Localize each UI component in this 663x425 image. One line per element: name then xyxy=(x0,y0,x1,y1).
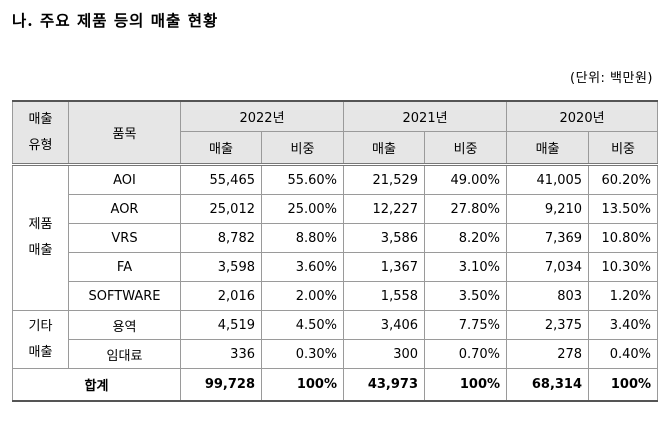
ratio-cell: 7.75% xyxy=(424,310,508,340)
group-label-line: 기타 xyxy=(28,318,53,334)
sales-cell: 3,598 xyxy=(180,252,262,282)
unit-note: (단위: 백만원) xyxy=(570,71,653,86)
ratio-cell: 0.30% xyxy=(260,339,345,369)
header-type-line2: 유형 xyxy=(28,137,53,153)
item-name: VRS xyxy=(68,223,181,253)
table-row: SOFTWARE 2,016 2.00% 1,558 3.50% 803 1.20% xyxy=(13,281,659,311)
ratio-cell: 10.80% xyxy=(588,223,659,253)
item-name: FA xyxy=(68,252,181,282)
sales-cell: 300 xyxy=(343,339,426,369)
table-row: FA 3,598 3.60% 1,367 3.10% 7,034 10.30% xyxy=(13,252,659,282)
header-row-metrics: 매출 비중 매출 비중 매출 비중 xyxy=(13,131,659,165)
ratio-cell: 0.40% xyxy=(588,339,659,369)
header-type-line1: 매출 xyxy=(28,111,53,127)
sales-cell: 8,782 xyxy=(180,223,262,253)
section-title: 나. 주요 제품 등의 매출 현황 xyxy=(12,11,219,30)
ratio-cell: 0.70% xyxy=(424,339,508,369)
ratio-cell: 3.10% xyxy=(424,252,508,282)
sales-cell: 41,005 xyxy=(506,163,590,195)
total-row: 합계 99,728 100% 43,973 100% 68,314 100% xyxy=(12,368,659,402)
ratio-cell: 3.40% xyxy=(588,310,659,340)
sales-cell: 21,529 xyxy=(343,163,426,195)
ratio-cell: 8.80% xyxy=(260,223,345,253)
header-year-2020: 2020년 xyxy=(506,100,659,132)
sales-cell: 1,558 xyxy=(343,281,426,311)
table-row: VRS 8,782 8.80% 3,586 8.20% 7,369 10.80% xyxy=(13,223,659,253)
ratio-cell: 1.20% xyxy=(588,281,659,311)
header-ratio: 비중 xyxy=(260,131,345,165)
total-sales-cell: 99,728 xyxy=(180,368,262,402)
table-row: AOR 25,012 25.00% 12,227 27.80% 9,210 13.50% xyxy=(13,194,659,224)
total-label: 합계 xyxy=(12,368,181,402)
item-name: AOR xyxy=(68,194,181,224)
ratio-cell: 13.50% xyxy=(588,194,659,224)
ratio-cell: 27.80% xyxy=(424,194,508,224)
sales-cell: 1,367 xyxy=(343,252,426,282)
total-sales-cell: 43,973 xyxy=(343,368,426,402)
sales-cell: 9,210 xyxy=(506,194,590,224)
ratio-cell: 2.00% xyxy=(260,281,345,311)
sales-cell: 4,519 xyxy=(180,310,262,340)
total-ratio-cell: 100% xyxy=(588,368,659,402)
header-sales: 매출 xyxy=(343,131,426,165)
ratio-cell: 55.60% xyxy=(260,163,345,195)
table-row: 기타 매출 용역 4,519 4.50% 3,406 7.75% 2,375 3.40% xyxy=(12,310,659,369)
total-ratio-cell: 100% xyxy=(424,368,508,402)
ratio-cell: 3.60% xyxy=(260,252,345,282)
item-name: 임대료 xyxy=(68,339,181,369)
ratio-cell: 10.30% xyxy=(588,252,659,282)
total-sales-cell: 68,314 xyxy=(506,368,590,402)
ratio-cell: 3.50% xyxy=(424,281,508,311)
header-ratio: 비중 xyxy=(588,131,659,165)
ratio-cell: 60.20% xyxy=(588,163,659,195)
header-item: 품목 xyxy=(68,100,181,165)
sales-cell: 2,016 xyxy=(180,281,262,311)
sales-cell: 25,012 xyxy=(180,194,262,224)
ratio-cell: 49.00% xyxy=(424,163,508,195)
sales-cell: 55,465 xyxy=(180,163,262,195)
sales-cell: 7,034 xyxy=(506,252,590,282)
item-name: SOFTWARE xyxy=(68,281,181,311)
header-ratio: 비중 xyxy=(424,131,508,165)
sales-cell: 2,375 xyxy=(506,310,590,340)
sales-cell: 278 xyxy=(506,339,590,369)
item-name: 용역 xyxy=(68,310,181,340)
header-year-2022: 2022년 xyxy=(179,100,345,132)
total-ratio-cell: 100% xyxy=(260,368,345,402)
header-sales: 매출 xyxy=(506,131,590,165)
sales-cell: 3,586 xyxy=(343,223,426,253)
header-year-2021: 2021년 xyxy=(343,100,508,132)
ratio-cell: 4.50% xyxy=(260,310,345,340)
header-type: 매출 유형 xyxy=(12,100,69,165)
sales-cell: 336 xyxy=(180,339,262,369)
table-row: 임대료 336 0.30% 300 0.70% 278 0.40% xyxy=(13,339,659,369)
item-name: AOI xyxy=(68,163,181,195)
sales-cell: 3,406 xyxy=(343,310,426,340)
sales-cell: 7,369 xyxy=(506,223,590,253)
sales-table: 매출 유형 품목 2022년 2021년 2020년 매출 비중 매출 비중 매… xyxy=(12,100,659,402)
ratio-cell: 8.20% xyxy=(424,223,508,253)
group-label-line: 매출 xyxy=(28,344,53,360)
sales-cell: 12,227 xyxy=(343,194,426,224)
group-label-line: 매출 xyxy=(28,243,53,258)
sales-cell: 803 xyxy=(506,281,590,311)
table-row: 제품 매출 AOI 55,465 55.60% 21,529 49.00% 41,005 60.… xyxy=(12,163,659,311)
group-label-line: 제품 xyxy=(28,217,53,232)
ratio-cell: 25.00% xyxy=(260,194,345,224)
header-sales: 매출 xyxy=(180,131,262,165)
header-row-years: 매출 유형 품목 2022년 2021년 2020년 xyxy=(12,100,659,165)
